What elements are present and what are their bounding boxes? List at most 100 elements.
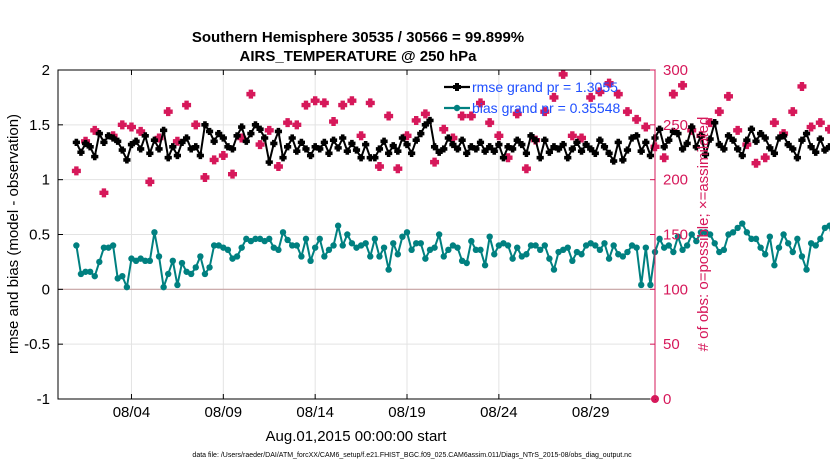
bias-point (491, 251, 498, 258)
bias-point (748, 235, 755, 243)
rmse-point (481, 147, 489, 155)
rmse-point (747, 125, 756, 133)
x-tick-label: 08/09 (205, 404, 243, 421)
rmse-point (118, 146, 126, 154)
bias-point (693, 237, 700, 245)
bias-point (729, 229, 737, 236)
rmse-point (352, 146, 361, 154)
x-tick-label: 08/29 (572, 404, 610, 421)
right-tick-label: 250 (663, 117, 688, 134)
chart-title-line2: AIRS_TEMPERATURE @ 250 hPa (240, 48, 478, 65)
rmse-point (724, 132, 733, 140)
obs-count-marker (668, 89, 678, 99)
obs-count-marker (182, 100, 192, 110)
left-tick-label: -0.5 (24, 336, 50, 353)
rmse-point (389, 142, 397, 150)
legend: rmse grand pr = 1.3055 bias grand pr = 0… (444, 79, 620, 116)
rmse-point (348, 139, 356, 148)
rmse-point (205, 127, 214, 136)
rmse-point (398, 134, 407, 142)
rmse-point (219, 134, 227, 142)
bias-point (812, 242, 819, 249)
bias-point (592, 242, 599, 249)
rmse-point (573, 138, 581, 146)
obs-count-marker (751, 158, 761, 168)
x-tick-label: 08/14 (296, 404, 334, 421)
rmse-point (288, 134, 296, 142)
left-tick-label: 0 (42, 281, 50, 298)
rmse-point (692, 143, 700, 151)
bias-point (321, 253, 328, 260)
rmse-point (495, 140, 503, 149)
bias-point (413, 240, 420, 247)
rmse-point (339, 134, 347, 142)
rmse-point (449, 140, 457, 149)
obs-count-marker (788, 107, 798, 117)
obs-count-marker (356, 131, 366, 141)
bias-point (201, 270, 209, 278)
rmse-point (100, 138, 108, 146)
obs-count-marker (760, 153, 770, 163)
obs-count-marker (723, 91, 733, 101)
rmse-point (559, 140, 567, 149)
bias-point (390, 240, 397, 247)
rmse-point (701, 150, 710, 159)
rmse-point (182, 134, 191, 142)
rmse-point (293, 147, 301, 155)
obs-count-marker (815, 118, 825, 128)
series-layer (71, 69, 830, 403)
rmse-point (123, 156, 131, 164)
rmse-point (591, 149, 599, 157)
bias-point (109, 242, 117, 249)
obs-count-marker (549, 92, 559, 102)
bias-point (165, 270, 172, 278)
bias-point (73, 242, 80, 249)
legend-bias-label: bias grand pr = 0.35548 (472, 100, 620, 116)
rmse-point (297, 138, 305, 146)
rmse-point (545, 148, 553, 156)
bias-point (569, 257, 576, 265)
left-tick-label: 1 (42, 172, 50, 189)
bias-point (422, 255, 429, 262)
rmse-point (752, 137, 760, 145)
obs-count-marker (806, 122, 816, 132)
rmse-point (325, 149, 333, 157)
rmse-point (270, 139, 278, 148)
obs-count-marker (475, 98, 485, 108)
rmse-point (637, 147, 645, 155)
rmse-point (490, 147, 498, 155)
obs-count-marker (420, 109, 430, 119)
bias-point (311, 244, 319, 251)
bias-point (380, 244, 388, 251)
bias-point (394, 251, 402, 258)
rmse-point (132, 137, 140, 145)
rmse-point (600, 143, 609, 151)
bias-point (376, 253, 383, 260)
bias-point (440, 253, 447, 260)
legend-rmse-label: rmse grand pr = 1.3055 (472, 79, 618, 95)
bias-point (362, 240, 369, 247)
bias-point (762, 251, 769, 258)
rmse-point (527, 132, 535, 140)
rmse-point (660, 143, 668, 151)
bias-point (578, 251, 585, 258)
bias-point (224, 246, 232, 254)
rmse-point (178, 138, 186, 146)
rmse-point (509, 145, 517, 153)
obs-count-marker (540, 107, 550, 117)
rmse-point (444, 134, 452, 142)
bias-point (238, 244, 245, 251)
bias-point (445, 246, 452, 254)
bias-point (775, 244, 783, 251)
obs-count-marker (558, 69, 568, 79)
rmse-point (357, 154, 365, 162)
rmse-point (706, 135, 714, 143)
rmse-point (770, 149, 778, 157)
x-tick-label: 08/04 (113, 404, 151, 421)
bias-point (192, 264, 199, 271)
obs-count-marker (145, 177, 155, 187)
rmse-point (91, 153, 99, 161)
rmse-point (472, 145, 480, 153)
bias-point (339, 242, 346, 249)
